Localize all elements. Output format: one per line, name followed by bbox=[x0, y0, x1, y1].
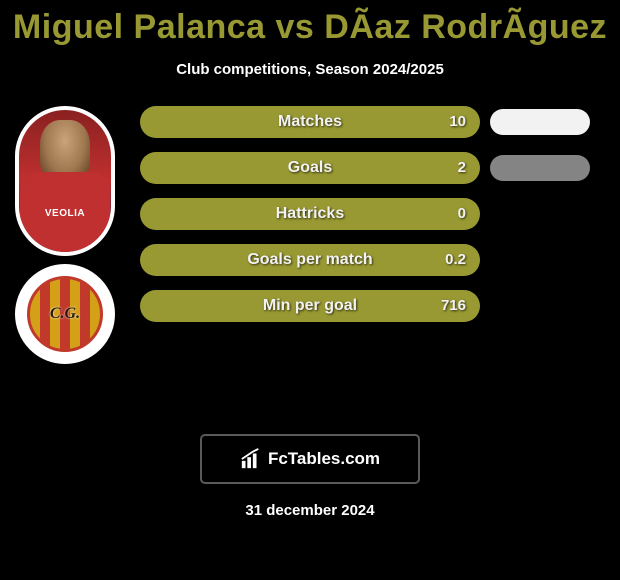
left-avatars: VEOLIA C.G. bbox=[10, 106, 120, 364]
stat-label: Goals per match bbox=[140, 244, 480, 276]
footer-date: 31 december 2024 bbox=[0, 502, 620, 519]
opponent-pills bbox=[490, 106, 610, 201]
bar-chart-icon bbox=[240, 448, 262, 470]
stat-label: Min per goal bbox=[140, 290, 480, 322]
player-avatar: VEOLIA bbox=[15, 106, 115, 256]
stat-value: 0 bbox=[458, 198, 466, 230]
player-head bbox=[40, 120, 90, 180]
stats-bars: Matches 10 Goals 2 Hattricks 0 Goals per… bbox=[140, 106, 480, 336]
jersey-sponsor-text: VEOLIA bbox=[45, 208, 85, 219]
stat-label: Goals bbox=[140, 152, 480, 184]
stat-value: 0.2 bbox=[445, 244, 466, 276]
club-badge: C.G. bbox=[15, 264, 115, 364]
club-monogram: C.G. bbox=[50, 305, 80, 323]
page-title: Miguel Palanca vs DÃ­az RodrÃ­guez bbox=[0, 0, 620, 47]
main-area: VEOLIA C.G. Matches 10 Goals 2 Hattricks… bbox=[0, 106, 620, 416]
footer-brand-text: FcTables.com bbox=[268, 449, 380, 469]
stat-label: Hattricks bbox=[140, 198, 480, 230]
stat-label: Matches bbox=[140, 106, 480, 138]
footer-brand-box[interactable]: FcTables.com bbox=[200, 434, 420, 484]
opponent-pill-matches bbox=[490, 109, 590, 135]
opponent-pill-goals bbox=[490, 155, 590, 181]
stat-row-hattricks: Hattricks 0 bbox=[140, 198, 480, 230]
stat-row-min-per-goal: Min per goal 716 bbox=[140, 290, 480, 322]
stat-row-goals-per-match: Goals per match 0.2 bbox=[140, 244, 480, 276]
stat-row-matches: Matches 10 bbox=[140, 106, 480, 138]
subtitle: Club competitions, Season 2024/2025 bbox=[0, 61, 620, 78]
stat-value: 2 bbox=[458, 152, 466, 184]
stat-row-goals: Goals 2 bbox=[140, 152, 480, 184]
stat-value: 10 bbox=[449, 106, 466, 138]
stat-value: 716 bbox=[441, 290, 466, 322]
